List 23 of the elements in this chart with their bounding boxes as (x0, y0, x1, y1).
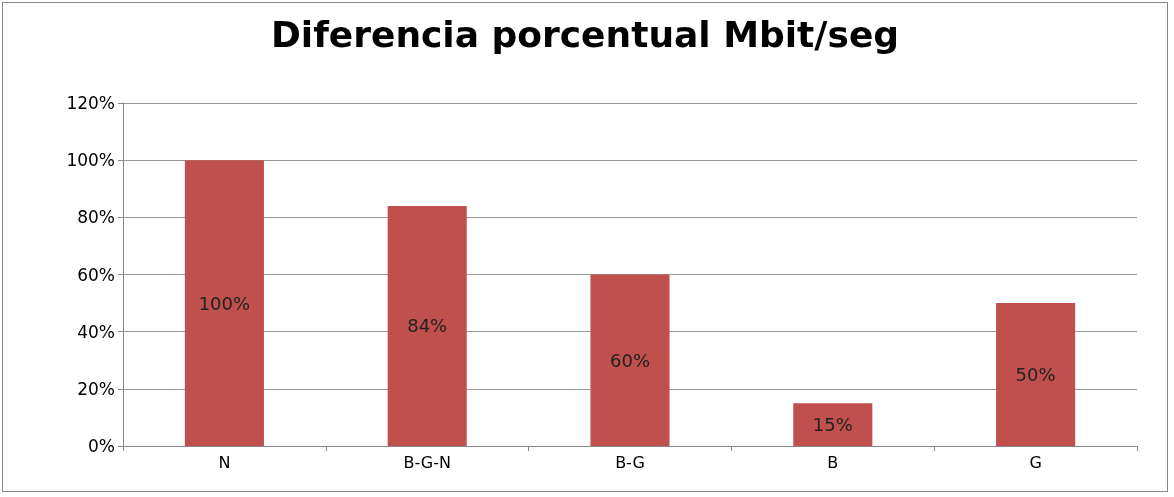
y-tick-label: 80% (77, 207, 115, 228)
bar (387, 205, 467, 446)
data-label: 15% (812, 414, 853, 436)
chart-title: Diferencia porcentual Mbit/seg (270, 13, 900, 55)
x-tick-label: N (218, 452, 231, 472)
x-tick-label: G (1029, 452, 1042, 472)
x-tick-label: B-G (615, 452, 645, 472)
bar (184, 160, 264, 446)
y-tick-label: 100% (66, 150, 115, 171)
x-tick-label: B-G-N (403, 452, 451, 472)
bar (996, 303, 1076, 446)
y-tick-label: 20% (77, 378, 115, 399)
y-tick-label: 40% (77, 321, 115, 342)
data-label: 100% (198, 292, 251, 314)
bar (793, 403, 873, 446)
y-tick-label: 60% (77, 264, 115, 285)
data-label: 84% (407, 315, 448, 337)
bar (590, 274, 670, 446)
data-label: 60% (609, 349, 651, 371)
data-label: 50% (1015, 364, 1056, 386)
x-tick-label: B (827, 452, 839, 472)
y-tick-label: 120% (66, 93, 115, 113)
y-tick-label: 0% (88, 436, 115, 456)
